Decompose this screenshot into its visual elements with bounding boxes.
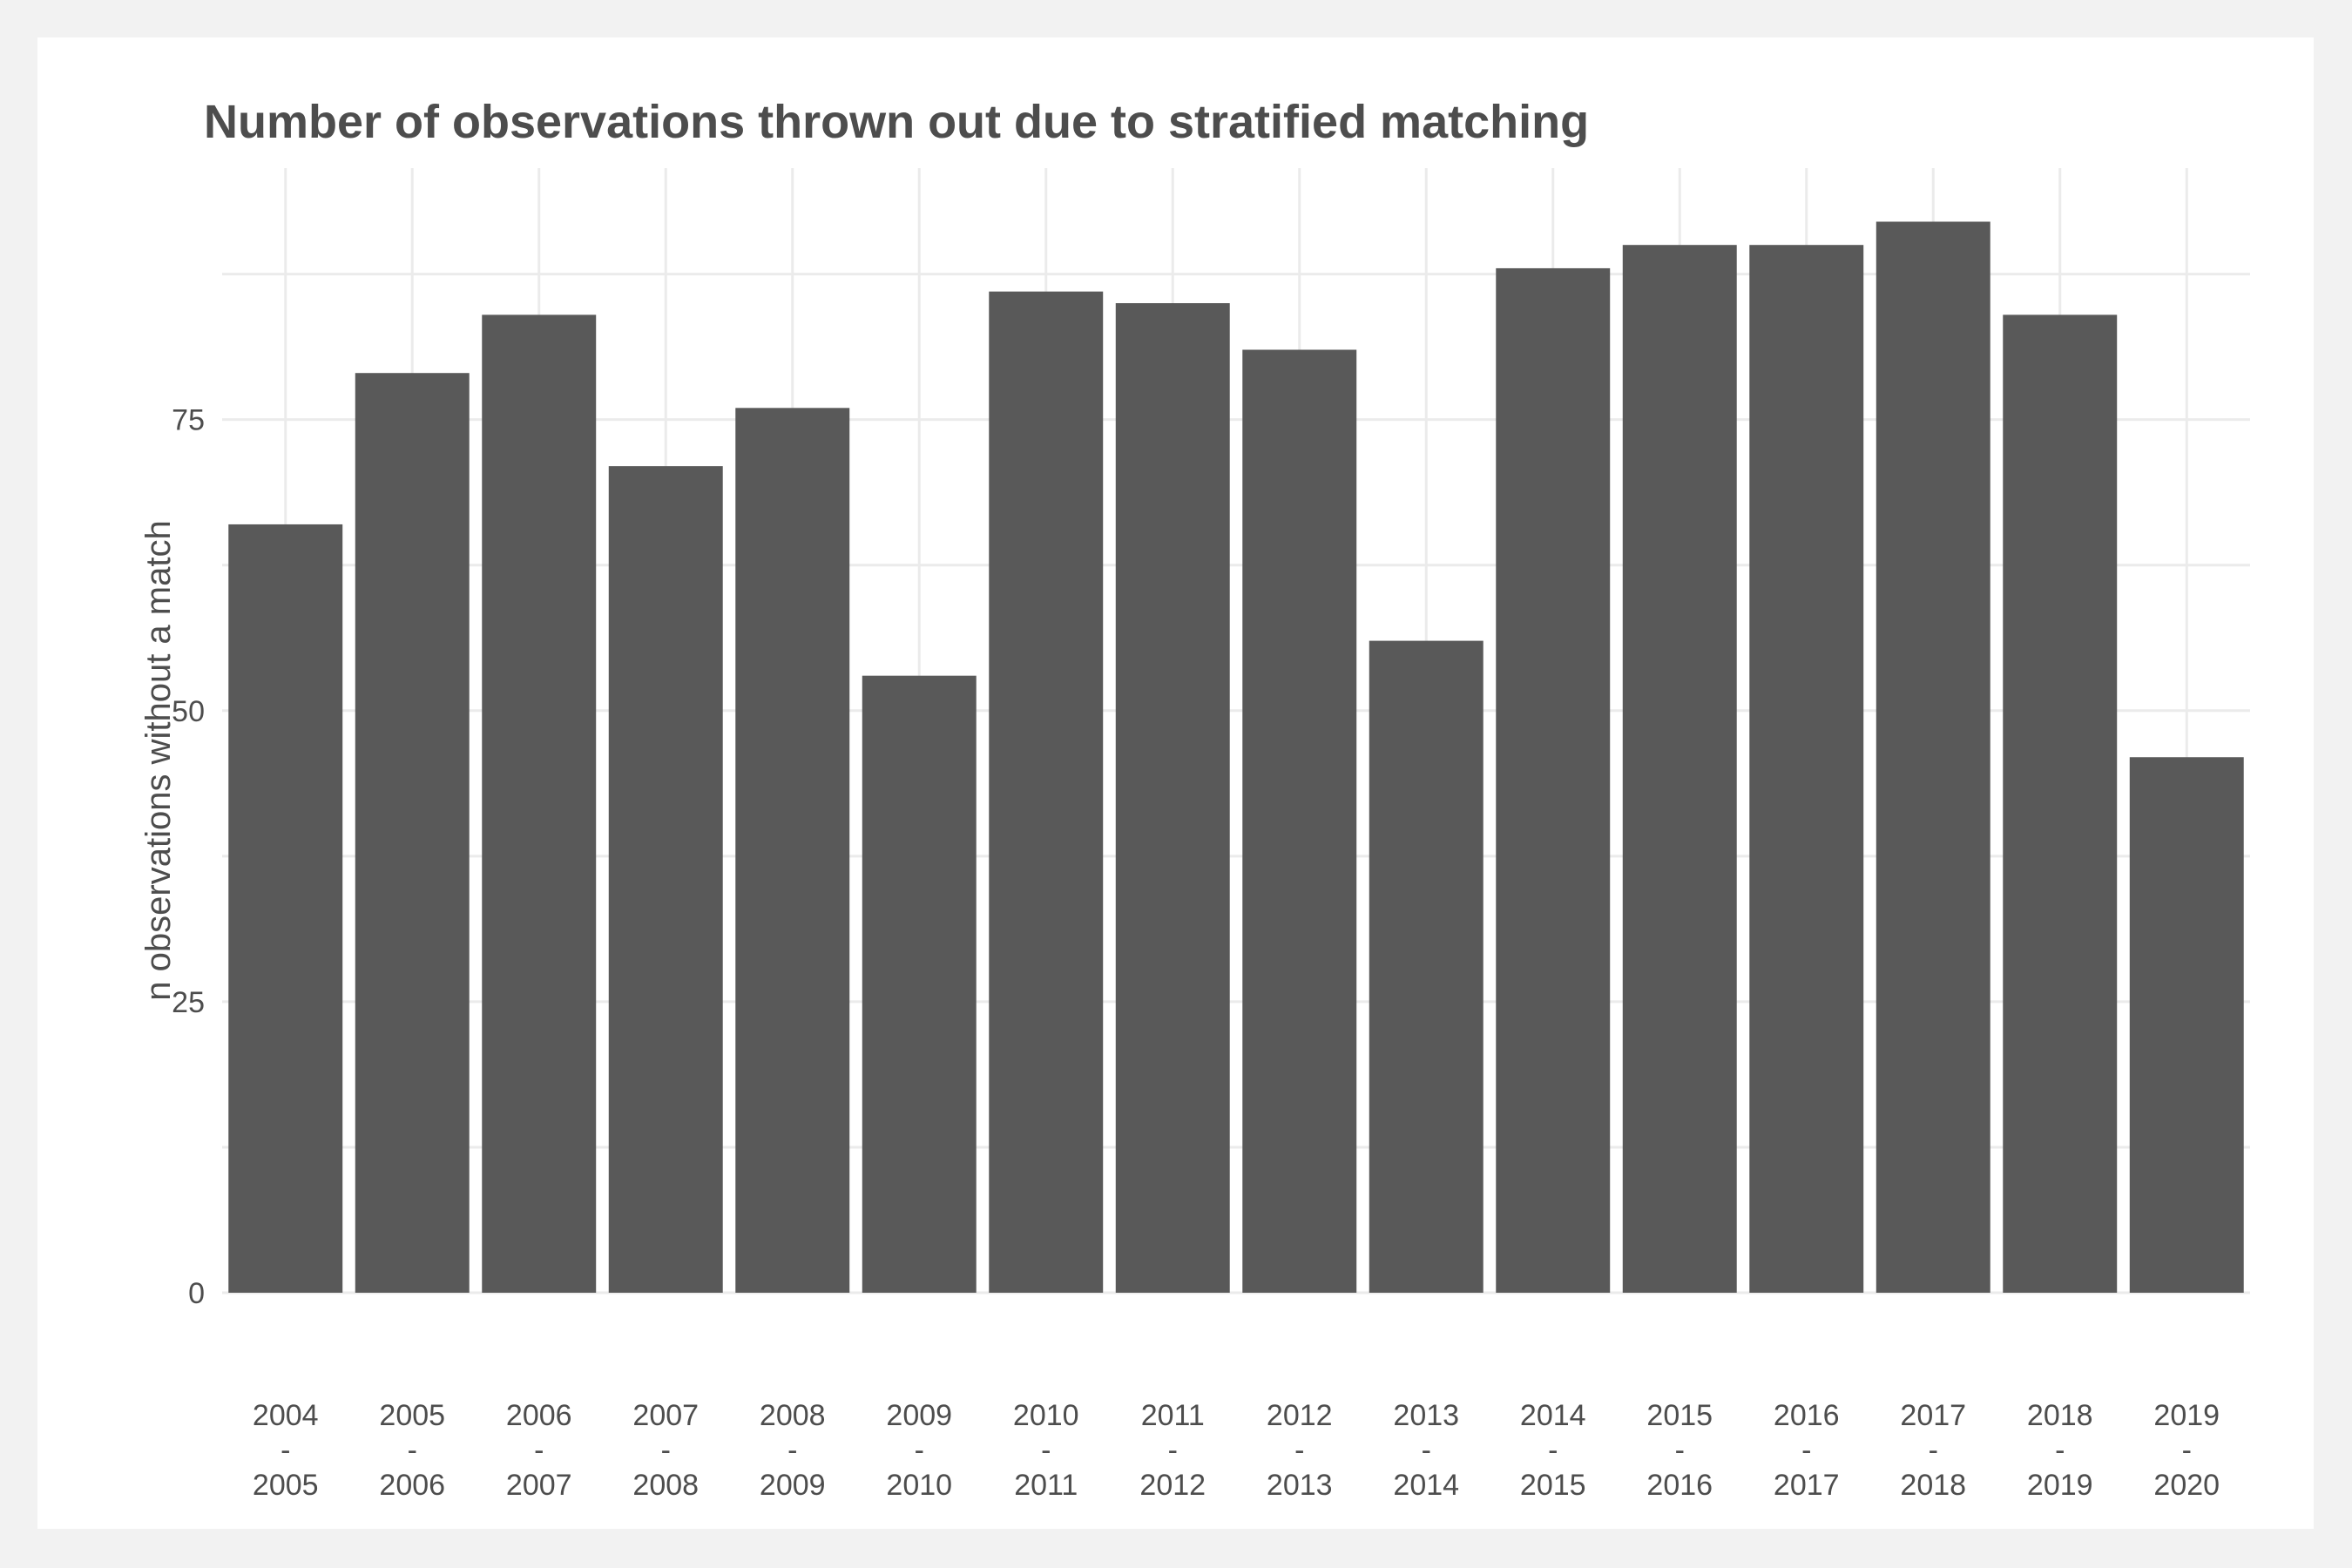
bar-2009 <box>862 675 977 1293</box>
bar-2008 <box>735 408 850 1294</box>
bar-2015 <box>1622 245 1737 1293</box>
bar-2017 <box>1876 221 1990 1293</box>
x-tick-label: 2010 -2011 <box>1013 1399 1079 1502</box>
x-tick-label: 2013 -2014 <box>1393 1399 1459 1502</box>
y-tick-label: 25 <box>172 986 205 1019</box>
x-tick-label: 2005 -2006 <box>379 1399 445 1502</box>
bar-2019 <box>2129 757 2244 1293</box>
chart-card: Number of observations thrown out due to… <box>37 37 2314 1529</box>
x-tick-label: 2017 -2018 <box>1900 1399 1966 1502</box>
bars <box>228 221 2244 1294</box>
y-tick-label: 75 <box>172 404 205 437</box>
bar-2011 <box>1115 303 1230 1294</box>
x-tick-label: 2011 -2012 <box>1139 1399 1206 1502</box>
x-tick-label: 2014 -2015 <box>1520 1399 1586 1502</box>
chart-title: Number of observations thrown out due to… <box>204 96 1589 148</box>
x-tick-label: 2004 -2005 <box>253 1399 319 1502</box>
y-tick-labels: 0 25 50 75 <box>172 404 205 1310</box>
bar-2004 <box>228 524 343 1293</box>
x-tick-label: 2006 -2007 <box>506 1399 572 1502</box>
y-tick-label: 50 <box>172 695 205 728</box>
bar-2006 <box>482 314 597 1293</box>
bar-2013 <box>1369 640 1484 1293</box>
x-tick-labels: 2004 -2005 2005 -2006 2006 -2007 2007 -2008 2008… <box>253 1399 2220 1502</box>
bar-2016 <box>1749 245 1864 1293</box>
y-tick-label: 0 <box>188 1277 205 1310</box>
x-tick-label: 2016 -2017 <box>1774 1399 1840 1502</box>
x-tick-label: 2007 -2008 <box>632 1399 699 1502</box>
x-tick-label: 2012 -2013 <box>1267 1399 1333 1502</box>
x-tick-label: 2019 -2020 <box>2153 1399 2220 1502</box>
bar-2010 <box>989 291 1104 1293</box>
bar-chart: Number of observations thrown out due to… <box>139 96 2250 1502</box>
x-tick-label: 2018 -2019 <box>2027 1399 2093 1502</box>
bar-2018 <box>2003 314 2118 1293</box>
bar-2007 <box>608 466 723 1293</box>
x-tick-label: 2009 -2010 <box>886 1399 952 1502</box>
bar-2012 <box>1242 349 1357 1293</box>
bar-2014 <box>1496 267 1611 1294</box>
bar-2005 <box>355 373 470 1293</box>
x-tick-label: 2015 -2016 <box>1646 1399 1713 1502</box>
x-tick-label: 2008 -2009 <box>760 1399 826 1502</box>
y-axis-label: n observations without a match <box>139 520 178 1000</box>
